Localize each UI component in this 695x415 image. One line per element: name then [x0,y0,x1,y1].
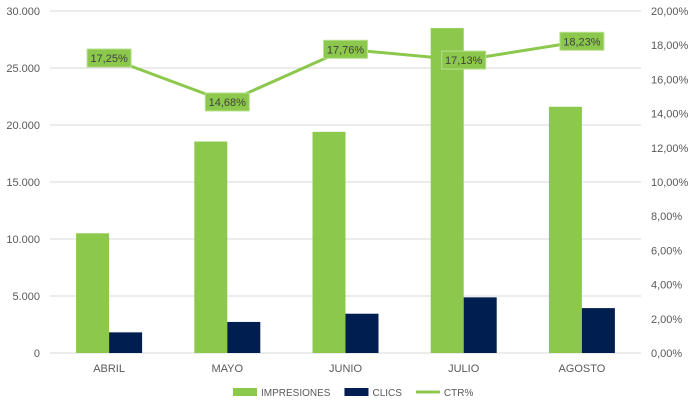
clics-bar [581,308,615,353]
clics-bar [463,297,497,353]
legend-label: CTR% [444,388,474,399]
y-right-tick-label: 0,00% [651,348,682,360]
impresiones-bar [548,106,582,353]
y-left-tick-label: 10.000 [6,234,40,246]
y-left-tick-label: 20.000 [6,120,40,132]
y-right-tick-label: 6,00% [651,245,682,257]
ctr-data-label-box [86,48,132,68]
clics-bar [109,332,143,353]
impresiones-bar [312,131,346,353]
y-right-tick-label: 16,00% [651,74,689,86]
legend-label: CLICS [372,388,402,399]
legend-swatch-clics [344,388,369,396]
ctr-data-label: 17,25% [90,53,128,65]
ctr-data-label: 17,76% [327,44,365,56]
clics-bar [345,313,379,353]
y-right-tick-label: 8,00% [651,211,682,223]
ctr-data-label: 14,68% [209,97,247,109]
y-left-tick-label: 30.000 [6,6,40,18]
legend-label: IMPRESIONES [261,388,331,399]
y-right-tick-label: 4,00% [651,280,682,292]
y-right-tick-label: 2,00% [651,314,682,326]
impresiones-bar [76,233,110,353]
ctr-data-label: 18,23% [563,36,601,48]
y-right-tick-label: 10,00% [651,177,689,189]
x-tick-label: MAYO [212,363,244,375]
x-tick-label: JULIO [448,363,480,375]
y-right-tick-label: 14,00% [651,109,689,121]
y-right-tick-label: 12,00% [651,143,689,155]
ctr-data-label-box [323,39,368,59]
clics-bar [227,321,261,353]
y-left-tick-label: 25.000 [6,63,40,75]
y-left-tick-label: 5.000 [12,291,40,303]
y-left-tick-label: 15.000 [6,177,40,189]
y-left-tick-label: 0 [34,348,40,360]
y-right-tick-label: 18,00% [651,40,689,52]
x-tick-label: ABRIL [93,363,125,375]
x-tick-label: JUNIO [329,363,362,375]
x-tick-label: AGOSTO [558,363,605,375]
ctr-data-label-box [441,50,487,70]
ctr-data-label-box [559,31,605,51]
impresiones-bar [430,28,464,353]
legend-swatch-impresiones [233,388,257,396]
y-right-tick-label: 20,00% [651,6,689,18]
impresiones-bar [194,141,228,353]
ctr-data-label-box [204,92,250,112]
ctr-data-label: 17,13% [445,55,483,67]
